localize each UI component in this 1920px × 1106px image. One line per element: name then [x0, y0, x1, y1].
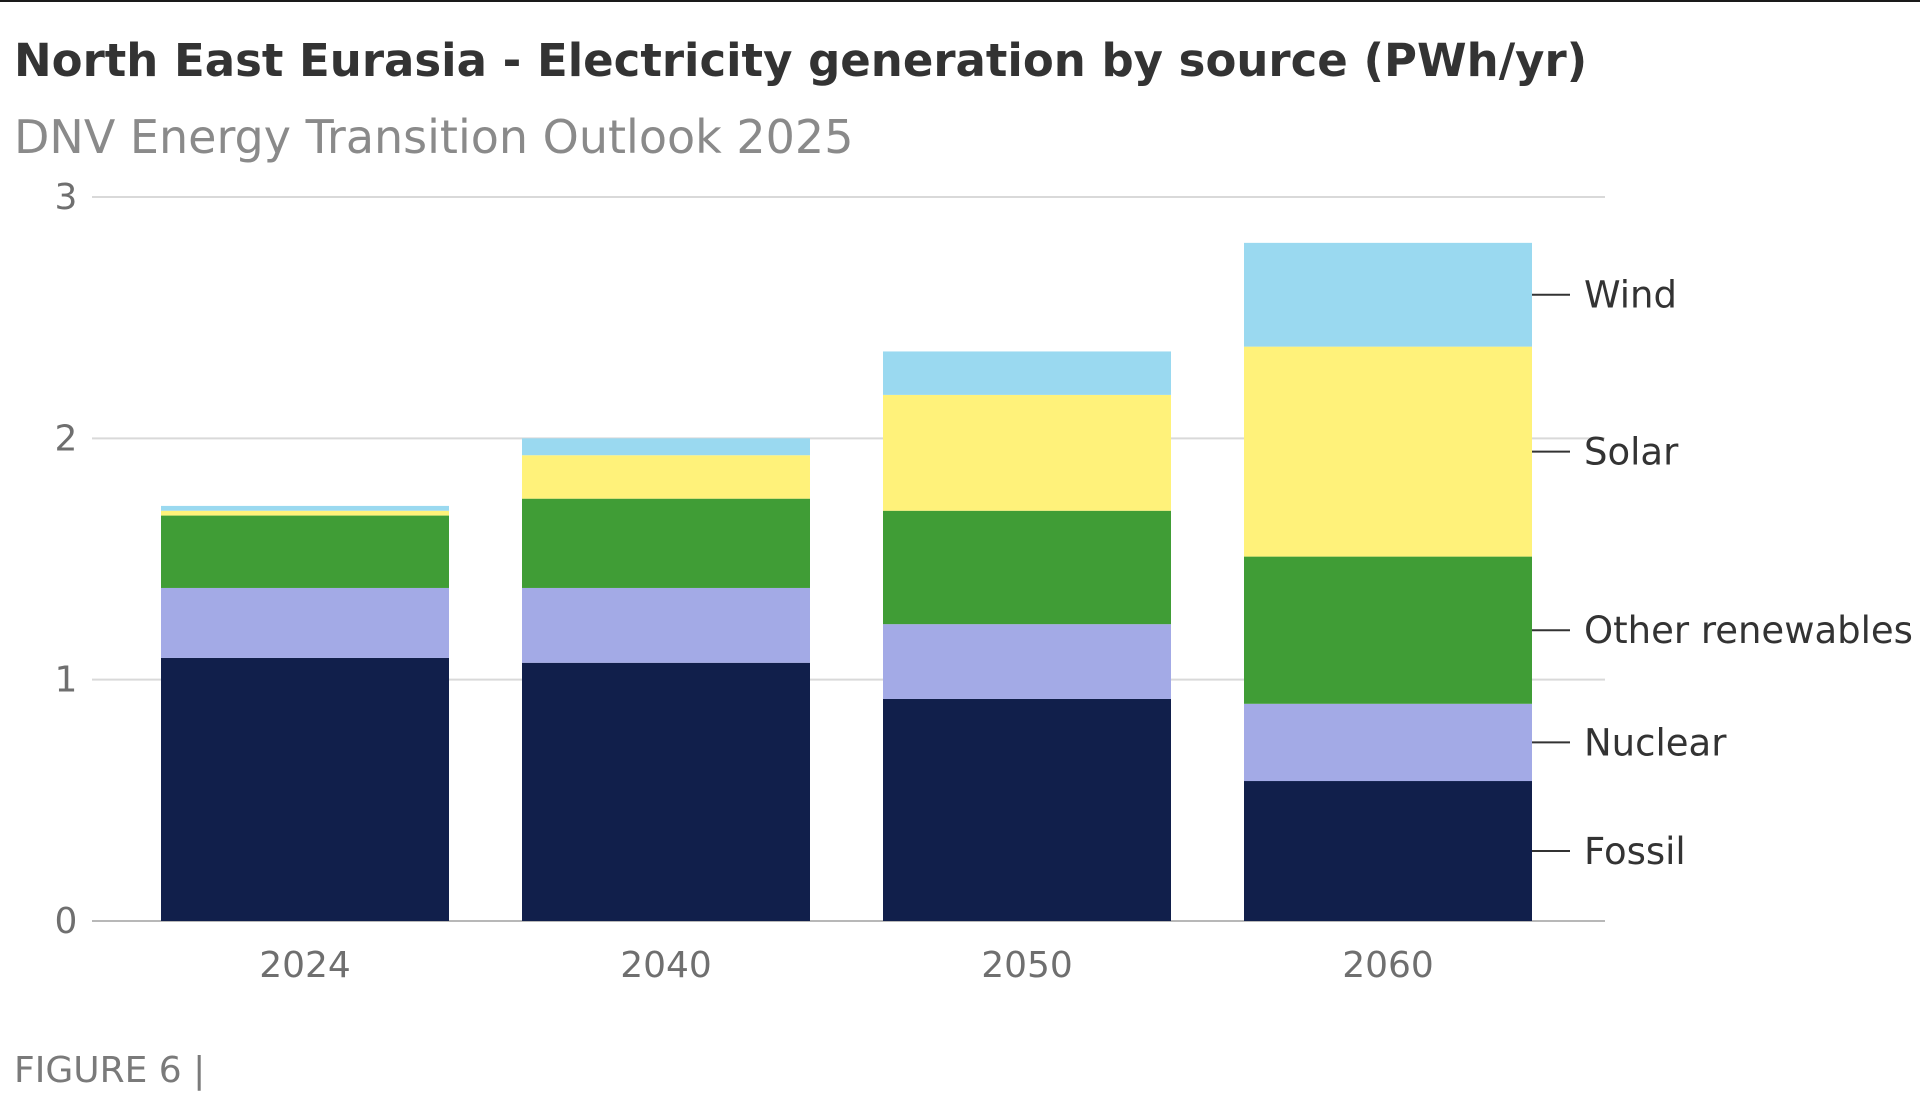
bar-segment-other-renewables	[1244, 556, 1532, 704]
bar-segment-fossil	[1244, 781, 1532, 921]
legend-label-solar: Solar	[1584, 431, 1679, 474]
bar-segment-solar	[1244, 346, 1532, 557]
bar-segment-nuclear	[522, 587, 810, 663]
y-tick-label: 0	[55, 901, 78, 942]
top-rule	[0, 0, 1920, 2]
y-tick-label: 1	[55, 660, 78, 701]
bar-segment-solar	[883, 394, 1171, 511]
x-tick-label: 2040	[620, 945, 712, 986]
y-tick-label: 3	[55, 177, 78, 218]
axis-labels: 0 1 2 3 2024 2040 2050 2060	[55, 177, 1434, 986]
bar-segment-wind	[161, 505, 449, 511]
legend-label-wind: Wind	[1584, 274, 1677, 317]
legend-label-fossil: Fossil	[1584, 830, 1686, 873]
chart-title: North East Eurasia - Electricity generat…	[14, 34, 1588, 87]
bar-segment-fossil	[522, 662, 810, 921]
bar-segment-wind	[522, 438, 810, 456]
bar-segment-nuclear	[1244, 703, 1532, 782]
x-tick-label: 2024	[259, 945, 351, 986]
legend: Fossil Nuclear Other renewables Solar Wind	[1532, 274, 1913, 873]
figure-caption: FIGURE 6 |	[14, 1050, 206, 1091]
bar-segment-fossil	[883, 698, 1171, 921]
bar-segment-other-renewables	[161, 515, 449, 588]
bar-segment-other-renewables	[522, 498, 810, 588]
legend-label-nuclear: Nuclear	[1584, 721, 1727, 764]
legend-label-other-renewables: Other renewables	[1584, 609, 1913, 652]
bar-segment-other-renewables	[883, 510, 1171, 625]
stacked-bar-chart: 0 1 2 3 2024 2040 2050 2060 Fossil Nuclear Other …	[55, 177, 1913, 986]
bar-segment-wind	[1244, 242, 1532, 347]
bars	[161, 242, 1532, 921]
bar-segment-fossil	[161, 657, 449, 921]
bar-segment-solar	[161, 510, 449, 516]
x-tick-label: 2060	[1342, 945, 1434, 986]
bar-segment-nuclear	[883, 624, 1171, 699]
bar-segment-wind	[883, 351, 1171, 395]
x-tick-label: 2050	[981, 945, 1073, 986]
bar-segment-solar	[522, 455, 810, 499]
chart-subtitle: DNV Energy Transition Outlook 2025	[14, 110, 854, 164]
y-tick-label: 2	[55, 418, 78, 459]
bar-segment-nuclear	[161, 587, 449, 658]
